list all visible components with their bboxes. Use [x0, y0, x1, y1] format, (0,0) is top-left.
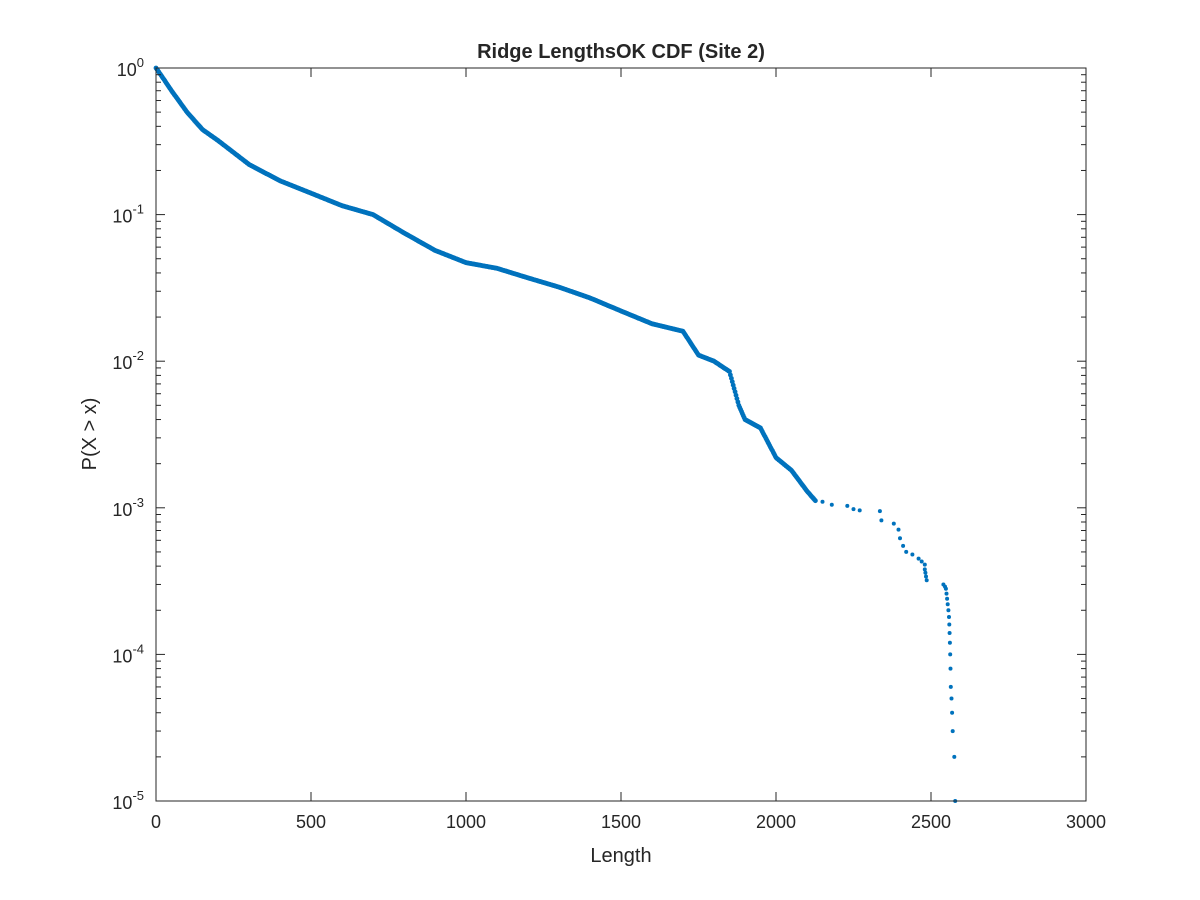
data-point: [950, 729, 955, 734]
data-point: [947, 615, 951, 619]
x-tick-label: 1500: [601, 812, 641, 832]
data-point: [891, 521, 896, 526]
data-point: [948, 666, 953, 671]
x-tick-label: 3000: [1066, 812, 1106, 832]
data-point: [950, 710, 955, 715]
data-point: [943, 586, 948, 591]
x-tick-label: 0: [151, 812, 161, 832]
y-tick-label: 100: [117, 55, 144, 80]
plot-area: [156, 68, 1086, 801]
x-tick-label: 1000: [446, 812, 486, 832]
data-point: [945, 602, 950, 607]
data-point: [919, 559, 924, 564]
data-point: [845, 503, 850, 508]
y-tick-base: 10: [112, 500, 132, 520]
data-point: [944, 591, 949, 596]
x-tick-label: 2500: [911, 812, 951, 832]
data-point: [851, 507, 856, 512]
data-point: [813, 498, 818, 504]
data-point: [923, 570, 928, 575]
x-tick-label: 500: [296, 812, 326, 832]
y-tick-label: 10-5: [112, 788, 144, 813]
data-series: [153, 65, 958, 803]
data-point: [901, 543, 906, 548]
data-point: [945, 596, 950, 601]
data-point: [949, 696, 954, 701]
data-point: [916, 556, 921, 561]
data-point: [947, 631, 952, 635]
x-axis-label: Length: [590, 845, 651, 867]
y-tick-base: 10: [112, 646, 132, 666]
data-point: [829, 502, 834, 507]
data-point: [820, 499, 825, 504]
chart-title: Ridge LengthsOK CDF (Site 2): [477, 41, 765, 63]
data-point: [898, 536, 902, 541]
data-point: [904, 549, 909, 554]
y-tick-label: 10-3: [112, 495, 144, 520]
data-point: [948, 684, 953, 689]
y-tick-base: 10: [112, 793, 132, 813]
data-point: [948, 652, 953, 657]
y-tick-exponent: 0: [137, 55, 144, 70]
data-point: [879, 518, 884, 523]
y-tick-exponent: -3: [132, 495, 144, 510]
data-point: [857, 508, 862, 513]
data-point: [952, 754, 957, 759]
data-point: [910, 552, 915, 557]
data-point: [946, 608, 951, 613]
y-tick-label: 10-1: [112, 202, 144, 227]
y-tick-exponent: -1: [132, 202, 144, 217]
y-tick-label: 10-2: [112, 348, 144, 373]
x-tick-labels: 0 500 1000 1500 2000 2500 3000: [151, 812, 1106, 832]
data-point: [896, 527, 901, 532]
plot-frame: [155, 67, 1087, 802]
y-tick-exponent: -4: [132, 641, 144, 656]
y-tick-label: 10-4: [112, 641, 144, 666]
data-point: [947, 640, 952, 645]
y-axis-label: P(X > x): [79, 398, 101, 471]
y-tick-exponent: -5: [132, 788, 144, 803]
data-point: [922, 567, 927, 572]
y-tick-exponent: -2: [132, 348, 144, 363]
y-tick-base: 10: [112, 207, 132, 227]
data-point: [922, 562, 927, 567]
data-point: [877, 509, 882, 514]
data-point: [924, 578, 929, 583]
data-point: [947, 622, 952, 627]
data-point: [924, 574, 928, 579]
y-tick-base: 10: [112, 353, 132, 373]
x-tick-label: 2000: [756, 812, 796, 832]
y-tick-base: 10: [117, 60, 137, 80]
